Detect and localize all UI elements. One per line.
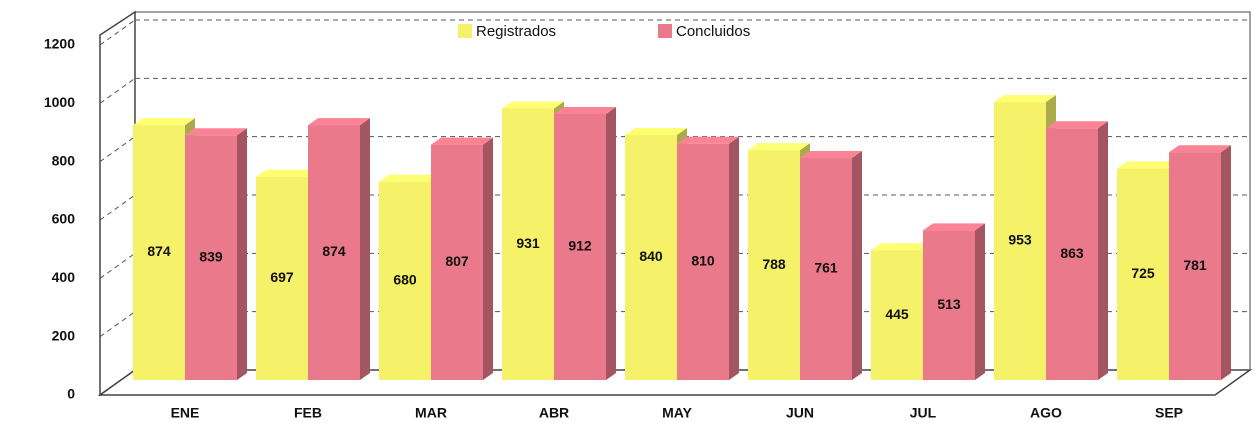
grid-line-side bbox=[99, 252, 136, 279]
x-tick-label: JUN bbox=[786, 405, 814, 421]
y-tick-label: 400 bbox=[52, 269, 76, 285]
bar bbox=[923, 230, 975, 380]
x-tick-label: MAY bbox=[662, 405, 692, 421]
grid-line-side bbox=[99, 136, 136, 163]
bar-top bbox=[554, 107, 616, 114]
bar-top bbox=[1169, 145, 1231, 153]
grid-line-side bbox=[99, 311, 136, 338]
data-label: 912 bbox=[568, 238, 592, 254]
data-label: 931 bbox=[516, 235, 540, 251]
data-label: 513 bbox=[937, 296, 961, 312]
y-tick-label: 600 bbox=[52, 211, 76, 227]
bar bbox=[871, 250, 923, 380]
bar-side bbox=[1221, 145, 1231, 380]
y-tick-label: 800 bbox=[52, 152, 76, 168]
bar-top bbox=[1117, 161, 1179, 169]
data-label: 781 bbox=[1183, 257, 1207, 273]
bar-side bbox=[1098, 121, 1108, 381]
bar-top bbox=[308, 118, 370, 126]
bar-side bbox=[606, 107, 616, 380]
x-tick-label: ABR bbox=[539, 405, 569, 421]
data-label: 807 bbox=[445, 253, 469, 269]
x-tick-label: SEP bbox=[1155, 405, 1183, 421]
bar-top bbox=[502, 101, 564, 109]
bar-side bbox=[237, 128, 247, 380]
bar-top bbox=[994, 95, 1056, 103]
y-tick-label: 0 bbox=[67, 386, 75, 402]
bar-top bbox=[748, 143, 810, 151]
bar-top bbox=[871, 243, 933, 251]
data-label: 761 bbox=[814, 260, 838, 276]
bar bbox=[308, 125, 360, 380]
bar-top bbox=[1046, 121, 1108, 129]
data-label: 725 bbox=[1131, 265, 1155, 281]
data-label: 863 bbox=[1060, 245, 1084, 261]
grid-line-side bbox=[99, 77, 136, 104]
data-label: 874 bbox=[322, 243, 346, 259]
grid-line-side bbox=[99, 194, 136, 221]
bar bbox=[502, 108, 554, 380]
data-label: 680 bbox=[393, 272, 417, 288]
bar-top bbox=[379, 174, 441, 182]
bar bbox=[379, 181, 431, 380]
bar bbox=[1046, 128, 1098, 380]
legend-label: Concluidos bbox=[676, 23, 750, 40]
legend-swatch bbox=[658, 24, 672, 38]
bar-side bbox=[360, 118, 370, 380]
bar bbox=[1117, 168, 1169, 380]
side-wall bbox=[99, 10, 136, 397]
x-tick-label: JUL bbox=[910, 405, 937, 421]
bar-side bbox=[975, 223, 985, 380]
bar bbox=[677, 143, 729, 380]
x-tick-label: MAR bbox=[415, 405, 447, 421]
data-label: 839 bbox=[199, 248, 223, 264]
bar bbox=[625, 135, 677, 380]
bar bbox=[554, 114, 606, 380]
y-tick-label: 1000 bbox=[44, 94, 75, 110]
bar-top bbox=[133, 118, 195, 126]
bar bbox=[133, 125, 185, 380]
bar bbox=[800, 158, 852, 380]
bar bbox=[994, 102, 1046, 381]
bar-top bbox=[677, 136, 739, 144]
data-label: 953 bbox=[1008, 232, 1032, 248]
legend-label: Registrados bbox=[476, 23, 556, 40]
y-tick-label: 1200 bbox=[44, 36, 75, 52]
data-label: 840 bbox=[639, 248, 663, 264]
bar bbox=[185, 135, 237, 380]
grid-line-side bbox=[99, 19, 136, 46]
bar-side bbox=[729, 136, 739, 380]
data-label: 788 bbox=[762, 256, 786, 272]
data-label: 445 bbox=[885, 306, 909, 322]
x-tick-label: AGO bbox=[1030, 405, 1062, 421]
bar-top bbox=[625, 128, 687, 135]
x-tick-label: FEB bbox=[294, 405, 322, 421]
bar bbox=[431, 144, 483, 380]
bar bbox=[748, 150, 800, 380]
data-label: 874 bbox=[147, 243, 171, 259]
bar-top bbox=[256, 169, 318, 177]
bar-top bbox=[431, 137, 493, 145]
y-tick-label: 200 bbox=[52, 327, 76, 343]
data-label: 810 bbox=[691, 253, 715, 269]
bar-side bbox=[852, 151, 862, 380]
legend-swatch bbox=[458, 24, 472, 38]
bar bbox=[1169, 152, 1221, 380]
x-tick-label: ENE bbox=[171, 405, 200, 421]
bar-side bbox=[483, 137, 493, 380]
bar-top bbox=[185, 128, 247, 136]
data-label: 697 bbox=[270, 269, 294, 285]
bar bbox=[256, 176, 308, 380]
bar-top bbox=[800, 151, 862, 159]
bar-top bbox=[923, 223, 985, 231]
